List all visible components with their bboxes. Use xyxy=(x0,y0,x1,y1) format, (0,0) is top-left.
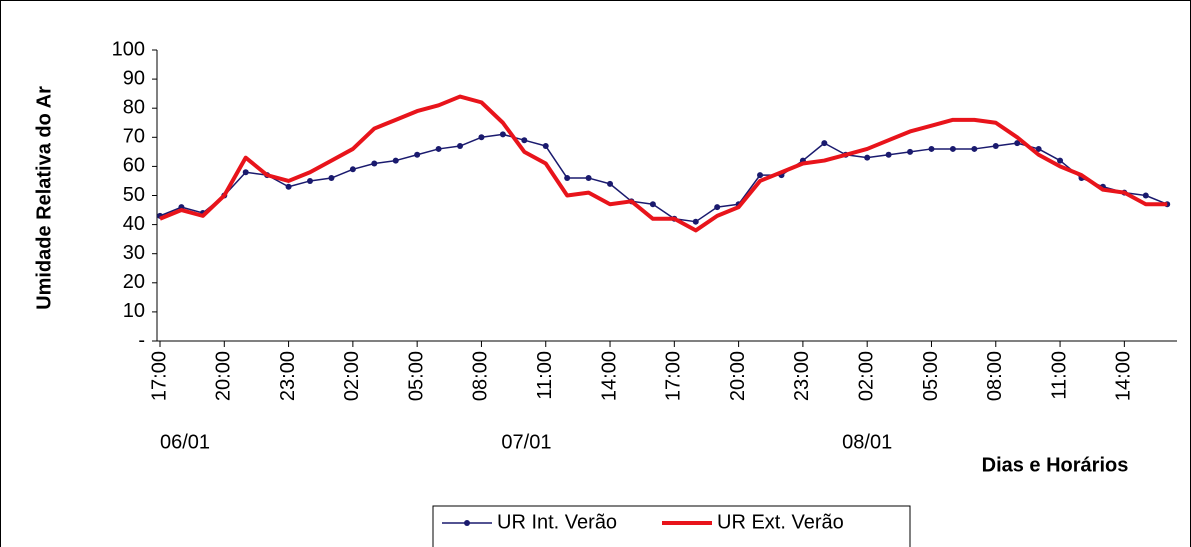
series-marker xyxy=(564,175,571,182)
series-marker xyxy=(285,183,292,190)
y-tick-label: 90 xyxy=(123,67,145,89)
date-label: 06/01 xyxy=(160,431,210,453)
x-tick-label: 02:00 xyxy=(855,351,877,401)
legend-box xyxy=(432,505,911,547)
series-marker xyxy=(649,201,656,208)
series-marker xyxy=(949,145,956,152)
x-tick-label: 02:00 xyxy=(341,351,363,401)
series-marker xyxy=(1057,157,1064,164)
series-marker xyxy=(821,140,828,147)
y-tick-label: 100 xyxy=(112,38,145,60)
date-label: 08/01 xyxy=(842,431,892,453)
x-tick-label: 23:00 xyxy=(277,351,299,401)
x-tick-label: 05:00 xyxy=(920,351,942,401)
series-marker xyxy=(1014,140,1021,147)
series-marker xyxy=(499,131,506,138)
series-marker xyxy=(1142,192,1149,199)
x-tick-label: 05:00 xyxy=(405,351,427,401)
x-axis-title: Dias e Horários xyxy=(982,454,1129,476)
y-tick-label: 50 xyxy=(123,184,145,206)
series-marker xyxy=(885,151,892,158)
series-marker xyxy=(435,145,442,152)
y-tick-label: 70 xyxy=(123,126,145,148)
series-marker xyxy=(1035,145,1042,152)
series-marker xyxy=(757,172,764,179)
series-marker xyxy=(971,145,978,152)
x-tick-label: 08:00 xyxy=(470,351,492,401)
x-tick-label: 17:00 xyxy=(148,351,170,401)
series-marker xyxy=(692,218,699,225)
legend-label: UR Int. Verão xyxy=(497,511,617,533)
series-line xyxy=(159,94,1168,233)
series-marker xyxy=(349,166,356,173)
y-tick-label: 80 xyxy=(123,96,145,118)
series-marker xyxy=(864,154,871,161)
series-marker xyxy=(585,175,592,182)
series-marker xyxy=(521,137,528,144)
x-tick-label: 20:00 xyxy=(213,351,235,401)
y-tick-label: 30 xyxy=(123,242,145,264)
legend-label: UR Ext. Verão xyxy=(717,511,844,533)
y-tick-label: 60 xyxy=(123,155,145,177)
x-tick-label: 20:00 xyxy=(727,351,749,401)
y-tick-label: - xyxy=(138,329,145,351)
series-marker xyxy=(242,169,249,176)
date-label: 07/01 xyxy=(501,431,551,453)
y-tick-label: 20 xyxy=(123,271,145,293)
series-marker xyxy=(414,151,421,158)
y-tick-label: 40 xyxy=(123,213,145,235)
series-marker xyxy=(457,143,464,150)
series-marker xyxy=(714,204,721,211)
x-tick-label: 11:00 xyxy=(1048,351,1070,400)
series-marker xyxy=(371,160,378,167)
x-tick-label: 14:00 xyxy=(598,351,620,401)
series-marker xyxy=(542,143,549,150)
series-marker xyxy=(478,134,485,141)
x-tick-label: 11:00 xyxy=(534,351,556,400)
x-tick-label: 17:00 xyxy=(663,351,685,401)
x-tick-label: 14:00 xyxy=(1113,351,1135,401)
y-tick-label: 10 xyxy=(123,300,145,322)
series-marker xyxy=(328,175,335,182)
series-marker xyxy=(928,145,935,152)
legend-marker xyxy=(464,520,470,526)
series-line xyxy=(159,133,1168,223)
series-marker xyxy=(907,148,914,155)
x-tick-label: 23:00 xyxy=(791,351,813,401)
series-marker xyxy=(307,177,314,184)
series-marker xyxy=(607,180,614,187)
series-marker xyxy=(392,157,399,164)
series-marker xyxy=(992,143,999,150)
x-tick-label: 08:00 xyxy=(984,351,1006,401)
y-axis-title: Umidade Relativa do Ar xyxy=(33,86,55,310)
